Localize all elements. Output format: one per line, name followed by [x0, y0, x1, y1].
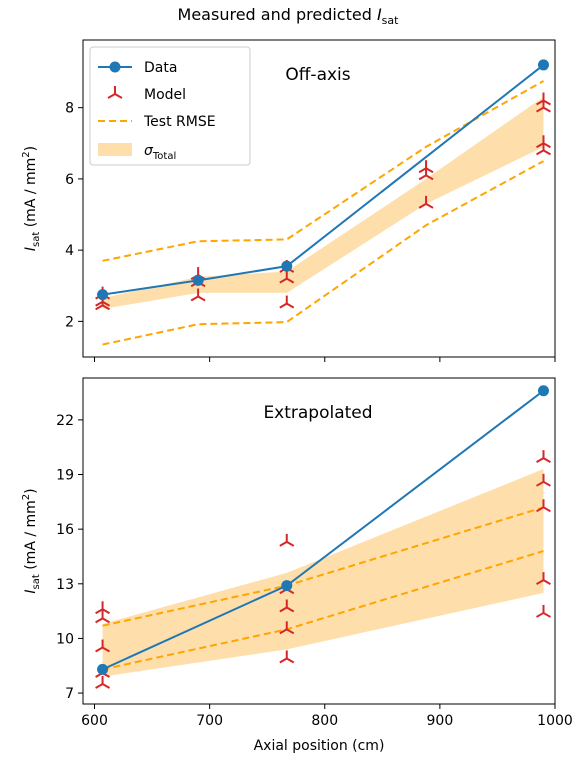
axes-frame — [82, 377, 556, 705]
axes-frame — [82, 39, 556, 358]
legend: Data Model Test RMSE σTotal — [89, 46, 251, 166]
model-marker — [279, 650, 295, 664]
panel-annotation: Extrapolated — [263, 403, 372, 423]
model-marker — [279, 295, 295, 309]
legend-item-data: Data — [98, 60, 177, 76]
model-marker — [95, 639, 111, 653]
model-marker — [536, 473, 551, 487]
data-point — [97, 289, 109, 301]
model-marker — [279, 533, 295, 547]
y-axis-label: Isat (mA / mm2) — [21, 488, 42, 593]
model-marker — [190, 288, 206, 302]
figure-title-sub: sat — [382, 14, 399, 27]
sigma-total-band — [102, 469, 544, 677]
legend-item-rmse: Test RMSE — [98, 114, 216, 130]
model-marker — [279, 599, 295, 613]
y-tick-label: 4 — [65, 243, 74, 259]
legend-label: Data — [144, 60, 177, 76]
legend-label: σTotal — [144, 143, 176, 162]
x-tick-label: 600 — [81, 713, 108, 729]
legend-item-model: Model — [107, 86, 186, 103]
model-marker — [536, 572, 551, 586]
model-marker — [536, 499, 551, 513]
model-marker — [279, 621, 295, 635]
y-tick-label: 16 — [56, 522, 74, 538]
y-tick-label: 10 — [56, 631, 74, 647]
model-marker — [418, 160, 434, 174]
y-tick-label: 19 — [56, 468, 74, 484]
model-marker — [95, 610, 111, 624]
y-tick-label: 13 — [56, 577, 74, 593]
figure-title-prefix: Measured and predicted — [178, 5, 377, 24]
panel-annotation: Off-axis — [285, 65, 350, 85]
data-line — [102, 64, 545, 296]
model-marker — [536, 604, 551, 618]
test-rmse-upper-line — [102, 80, 544, 262]
y-tick-label: 2 — [65, 314, 74, 330]
x-tick-label: 800 — [311, 713, 338, 729]
data-point — [537, 385, 549, 397]
test-rmse-lower-line — [102, 160, 544, 346]
data-point — [192, 274, 204, 286]
data-point — [537, 59, 549, 71]
model-marker — [279, 270, 295, 284]
plot-area — [95, 385, 551, 689]
chart-panel-extrapolated: 600 700 800 900 1000 7 10 13 16 19 22 Isat (mA / mm… — [21, 377, 573, 754]
model-marker — [536, 450, 551, 464]
y-tick-label: 6 — [65, 172, 74, 188]
y-axis-label: Isat (mA / mm2) — [21, 146, 42, 251]
plot-area — [95, 59, 551, 346]
model-marker — [418, 195, 434, 209]
data-point — [281, 260, 293, 272]
y-tick-label: 8 — [65, 101, 74, 117]
data-point — [281, 580, 293, 592]
model-marker — [536, 92, 551, 106]
y-tick-label: 7 — [65, 686, 74, 702]
legend-box — [89, 46, 251, 166]
x-tick-label: 1000 — [537, 713, 573, 729]
chart-panel-off-axis: 2 4 6 8 Isat (mA / mm2) Off-axis Data Model Test… — [21, 39, 556, 362]
legend-label: Test RMSE — [143, 114, 216, 130]
sigma-total-band — [102, 96, 544, 309]
model-marker — [95, 675, 111, 689]
data-point — [97, 663, 109, 675]
figure-title-symbol: I — [377, 5, 382, 24]
model-marker — [536, 135, 551, 149]
model-marker — [95, 601, 111, 615]
legend-label: Model — [144, 87, 186, 103]
figure-title: Measured and predicted Isat — [178, 5, 400, 27]
legend-item-band: σTotal — [98, 143, 176, 162]
y-tick-label: 22 — [56, 413, 74, 429]
x-tick-label: 900 — [427, 713, 454, 729]
x-tick-label: 700 — [196, 713, 223, 729]
x-axis-label: Axial position (cm) — [254, 738, 385, 754]
legend-model-marker — [107, 86, 123, 99]
